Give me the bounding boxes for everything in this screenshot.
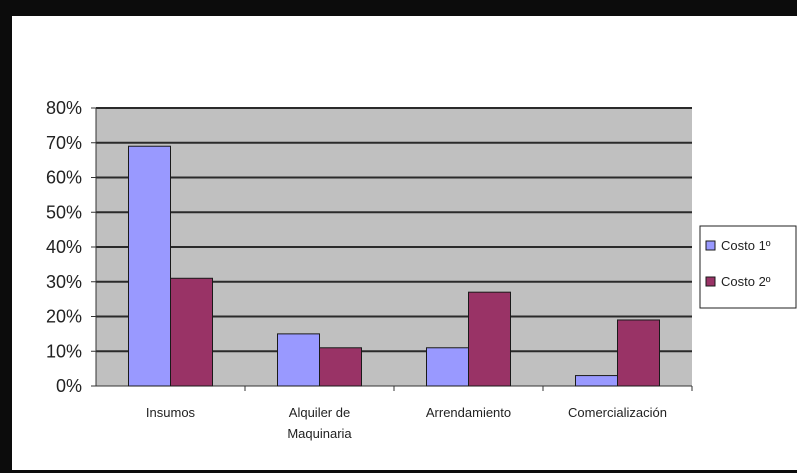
bar-1 [128,145,171,387]
bar-2 [468,291,511,387]
y-tick-label: 30% [46,272,82,292]
y-tick-label: 0% [56,376,82,396]
bar-2 [617,319,660,387]
legend-swatch [705,240,716,251]
y-tick-label: 60% [46,168,82,188]
y-tick-label: 10% [46,341,82,361]
bar-1 [426,347,469,387]
x-tick-label: Alquiler de [289,405,350,420]
y-tick-label: 70% [46,133,82,153]
x-tick-label: Comercialización [568,405,667,420]
y-tick-label: 50% [46,202,82,222]
y-tick-label: 40% [46,237,82,257]
x-tick-label: Insumos [146,405,196,420]
y-tick-label: 80% [46,98,82,118]
legend-swatch [705,276,716,287]
bar-1 [575,375,618,387]
x-tick-label: Maquinaria [287,426,352,441]
frame-border-bottom [0,470,797,473]
legend-box [699,225,797,309]
frame-border-top [0,0,797,16]
bar-2 [170,277,213,387]
legend-label: Costo 2º [721,274,771,289]
x-tick-label: Arrendamiento [426,405,511,420]
bar-1 [277,333,320,387]
frame-border-left [0,0,12,473]
bar-2 [319,347,362,387]
legend-label: Costo 1º [721,238,771,253]
y-tick-label: 20% [46,307,82,327]
